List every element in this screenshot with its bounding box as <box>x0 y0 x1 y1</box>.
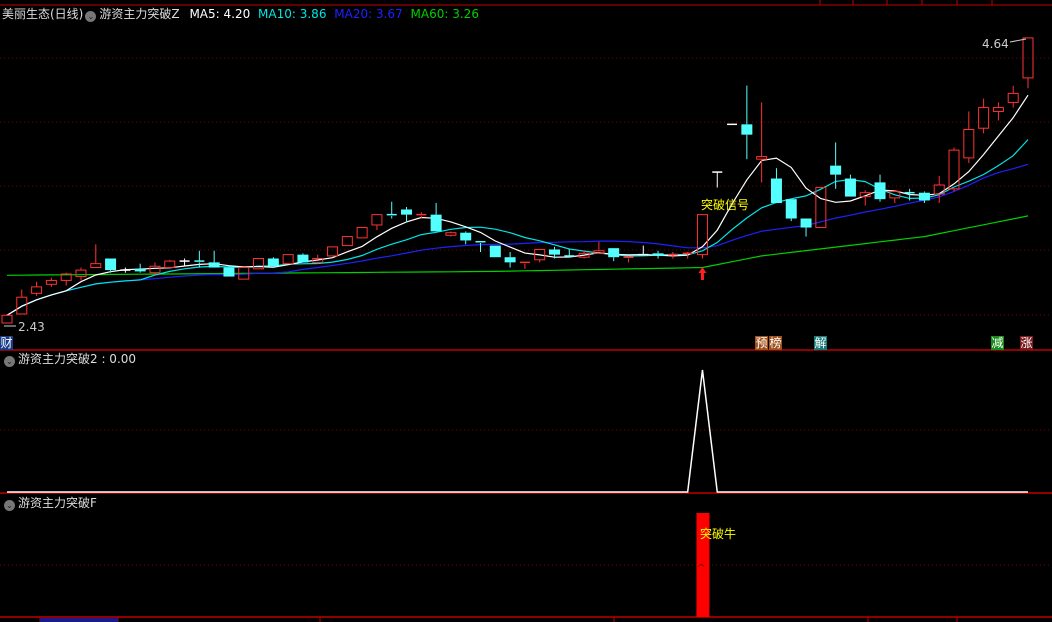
panel2-menu-icon[interactable]: ⌄ <box>4 356 15 367</box>
candle-down <box>460 232 472 241</box>
candle-up <box>889 190 901 199</box>
candle-down <box>401 209 413 215</box>
ma20-line <box>6 163 1029 316</box>
candle-down <box>800 218 812 228</box>
candle-up <box>593 250 605 254</box>
candle-up <box>1 314 13 324</box>
candle-down <box>105 258 117 271</box>
candle-up <box>164 260 176 269</box>
candle-down <box>223 267 235 277</box>
bar-mark: ^ <box>697 563 706 574</box>
tag-unlock[interactable]: 解 <box>814 336 827 350</box>
candle-up <box>696 214 708 256</box>
breakout2-line <box>7 369 1028 493</box>
candle-down <box>208 262 220 268</box>
candle-down <box>785 199 797 219</box>
ma20-label: MA20: 3.67 <box>334 7 403 21</box>
ma60-line <box>6 215 1029 276</box>
candle-down <box>770 178 782 204</box>
candle-down <box>918 192 930 201</box>
candle-down <box>652 253 664 256</box>
candle-up <box>445 232 457 236</box>
candle-up <box>963 129 975 159</box>
candle-up <box>933 184 945 195</box>
buy-arrow-icon <box>698 267 707 280</box>
candle-up <box>1007 92 1019 103</box>
candle-up <box>238 267 250 280</box>
candle-down <box>267 258 279 267</box>
tag-reduce[interactable]: 减 <box>991 336 1004 350</box>
candle-down <box>504 257 516 263</box>
tag-forecast[interactable]: 预 <box>755 336 768 350</box>
min-price-label: 2.43 <box>18 320 45 334</box>
ma5-label: MA5: 4.20 <box>189 7 251 21</box>
panel2-title: ⌄ 游资主力突破2 : 0.00 <box>2 352 136 367</box>
panel3-menu-icon[interactable]: ⌄ <box>4 500 15 511</box>
candle-down <box>874 182 886 200</box>
candle-up <box>1022 37 1034 79</box>
time-axis-cursor-date <box>40 618 118 622</box>
candle-up <box>356 227 368 239</box>
candle-up <box>371 214 383 226</box>
candle-down <box>844 178 856 197</box>
panel2-title-text[interactable]: 游资主力突破2 : 0.00 <box>18 352 137 366</box>
candle-down <box>134 268 146 272</box>
candle-up <box>31 286 43 294</box>
candle-up <box>341 236 353 247</box>
candle-down <box>741 124 753 135</box>
tag-ranking[interactable]: 榜 <box>769 336 782 350</box>
panel3-title-text[interactable]: 游资主力突破F <box>18 496 97 510</box>
indicator-name[interactable]: 游资主力突破Z <box>99 7 180 21</box>
breakout-bull-label: 突破牛 <box>700 527 737 541</box>
candle-up <box>282 254 294 265</box>
candle-down <box>830 165 842 175</box>
tag-finance[interactable]: 财 <box>0 336 13 350</box>
candle-up <box>815 187 827 229</box>
ma60-label: MA60: 3.26 <box>410 7 479 21</box>
main-panel-title: 美丽生态(日线) ⌄ 游资主力突破Z MA5: 4.20 MA10: 3.86 MA… <box>2 7 479 22</box>
candle-down <box>430 214 442 232</box>
panel3-title: ⌄ 游资主力突破F <box>2 496 97 511</box>
stock-name: 美丽生态(日线) <box>2 7 84 21</box>
breakout-bar <box>696 513 710 617</box>
candle-down <box>608 248 620 258</box>
candle-up <box>253 258 265 270</box>
candle-up <box>60 273 72 281</box>
candle-up <box>312 258 324 263</box>
candle-down <box>297 254 309 263</box>
ma10-line <box>6 139 1029 316</box>
candle-up <box>948 149 960 190</box>
candle-up <box>859 192 871 198</box>
indicator-menu-icon[interactable]: ⌄ <box>85 11 97 22</box>
ma5-line <box>6 94 1029 316</box>
candle-up <box>992 107 1004 112</box>
candle-up <box>90 263 102 269</box>
max-price-label: 4.64 <box>982 37 1009 51</box>
candle-up <box>978 107 990 129</box>
candle-up <box>534 248 546 261</box>
tag-rise[interactable]: 涨 <box>1020 336 1033 350</box>
candle-down <box>548 249 560 255</box>
candle-up <box>45 279 57 285</box>
ma10-label: MA10: 3.86 <box>258 7 327 21</box>
candle-up <box>16 296 28 315</box>
candle-up <box>75 269 87 278</box>
candle-up <box>327 246 339 257</box>
breakout-signal-label: 突破信号 <box>701 198 750 212</box>
candle-up <box>756 156 768 160</box>
candle-down <box>489 245 501 258</box>
candle-up <box>149 265 161 274</box>
candle-up <box>578 252 590 258</box>
max-price-arrow <box>1009 38 1027 43</box>
